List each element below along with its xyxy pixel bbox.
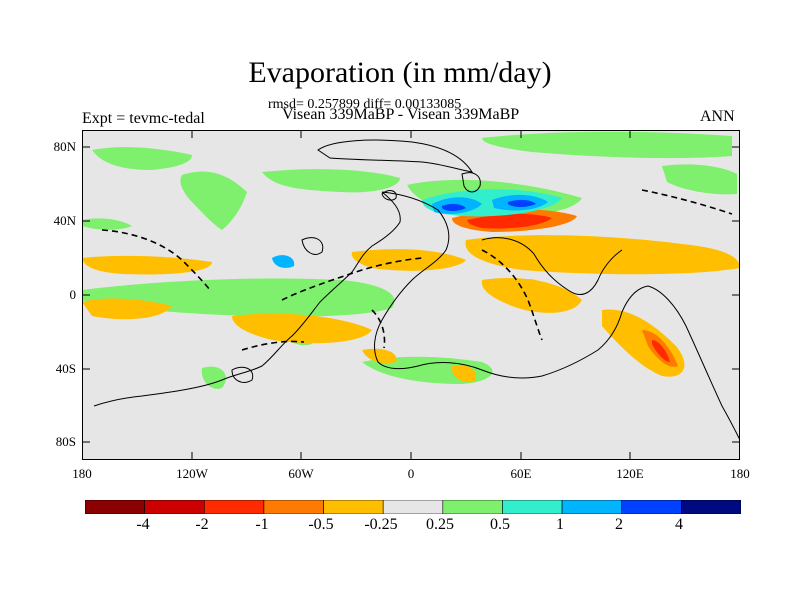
dashed-coast-2: [281, 257, 423, 301]
orange-region-south-tropics: [82, 298, 172, 320]
lon-label-180w: 180: [72, 466, 92, 481]
colorbar-cell: [382, 500, 444, 514]
dashed-coastlines: [101, 189, 733, 351]
green-region-north-polar: [92, 147, 192, 170]
colorbar-label: -1: [255, 516, 269, 533]
red-region-southeast-core: [652, 340, 670, 362]
chart-title: Evaporation (in mm/day): [248, 56, 552, 89]
axis-ticks: [82, 130, 740, 460]
lat-label-80n: 80N: [53, 139, 76, 154]
orange-region-east-tropics: [465, 235, 740, 275]
colorbar-cell: [263, 500, 324, 514]
orange-region-north-tropics: [82, 255, 212, 275]
colorbar-label: 2: [615, 516, 623, 533]
orange-region-south-atlantic: [232, 313, 372, 344]
colorbar-label: -0.5: [308, 516, 334, 533]
dashed-coast-6: [371, 309, 386, 349]
coastlines: [93, 139, 740, 441]
colorbar-label: -4: [136, 516, 150, 533]
lat-label-eq: 0: [69, 287, 77, 302]
colorbar-label: 4: [675, 516, 683, 533]
coastline-north-landmass: [317, 139, 474, 173]
lat-label-80s: 80S: [55, 434, 76, 449]
evaporation-map: [82, 130, 740, 460]
comparison-label: Visean 339MaBP - Visean 339MaBP: [282, 106, 520, 123]
colorbar-cell: [681, 500, 741, 514]
lon-label-0: 0: [407, 466, 415, 481]
lon-label-120e: 120E: [616, 466, 644, 481]
darkblue-region-north: [442, 199, 536, 211]
coastline-north-islands: [381, 172, 481, 201]
colorbar-cell: [85, 500, 145, 514]
dashed-coast-5: [241, 340, 305, 351]
coastline-west-island: [301, 237, 324, 255]
lat-label-40s: 40S: [55, 361, 76, 376]
colorbar-label: 0.25: [426, 516, 454, 533]
colorbar-label: 0.5: [490, 516, 510, 533]
colorbar-label: -2: [195, 516, 209, 533]
colorbar-cell: [621, 500, 682, 514]
dashed-coast-3: [481, 249, 543, 341]
green-region-siberia: [482, 131, 732, 159]
colorbar-label: -0.25: [364, 516, 398, 533]
coastline-southwest: [231, 366, 254, 383]
experiment-label: Expt = tevmc-tedal: [82, 110, 205, 127]
green-region-north-atlantic: [262, 169, 400, 193]
lon-label-60e: 60E: [510, 466, 532, 481]
colorbar-cell: [561, 500, 623, 514]
colorbar-label: 1: [556, 516, 564, 533]
colorbar-cell: [323, 500, 384, 514]
lon-label-60w: 60W: [288, 466, 314, 481]
green-region-far-south: [201, 366, 226, 389]
coastline-east-landmass: [481, 237, 623, 295]
season-label: ANN: [700, 108, 735, 125]
cyan-region-central: [272, 255, 295, 268]
lat-label-40n: 40N: [53, 213, 76, 228]
dashed-coast-4: [641, 189, 733, 215]
lon-label-180e: 180: [730, 466, 750, 481]
colorbar: [85, 500, 741, 514]
dashed-coast-1: [101, 229, 211, 291]
green-region-east-asia: [662, 164, 737, 195]
green-region-north-pacific: [180, 171, 247, 230]
red-region-tethys-core: [467, 213, 552, 229]
colorbar-cell: [502, 500, 563, 514]
stats-subtitle: rmsd= 0.257899 diff= 0.00133085: [268, 97, 462, 112]
orange-region-patches: [362, 279, 547, 383]
colorbar-cell: [442, 500, 503, 514]
colorbar-cell: [203, 500, 265, 514]
coastline-main-landmass: [93, 191, 740, 441]
lon-label-120w: 120W: [176, 466, 208, 481]
colorbar-cell: [144, 500, 205, 514]
